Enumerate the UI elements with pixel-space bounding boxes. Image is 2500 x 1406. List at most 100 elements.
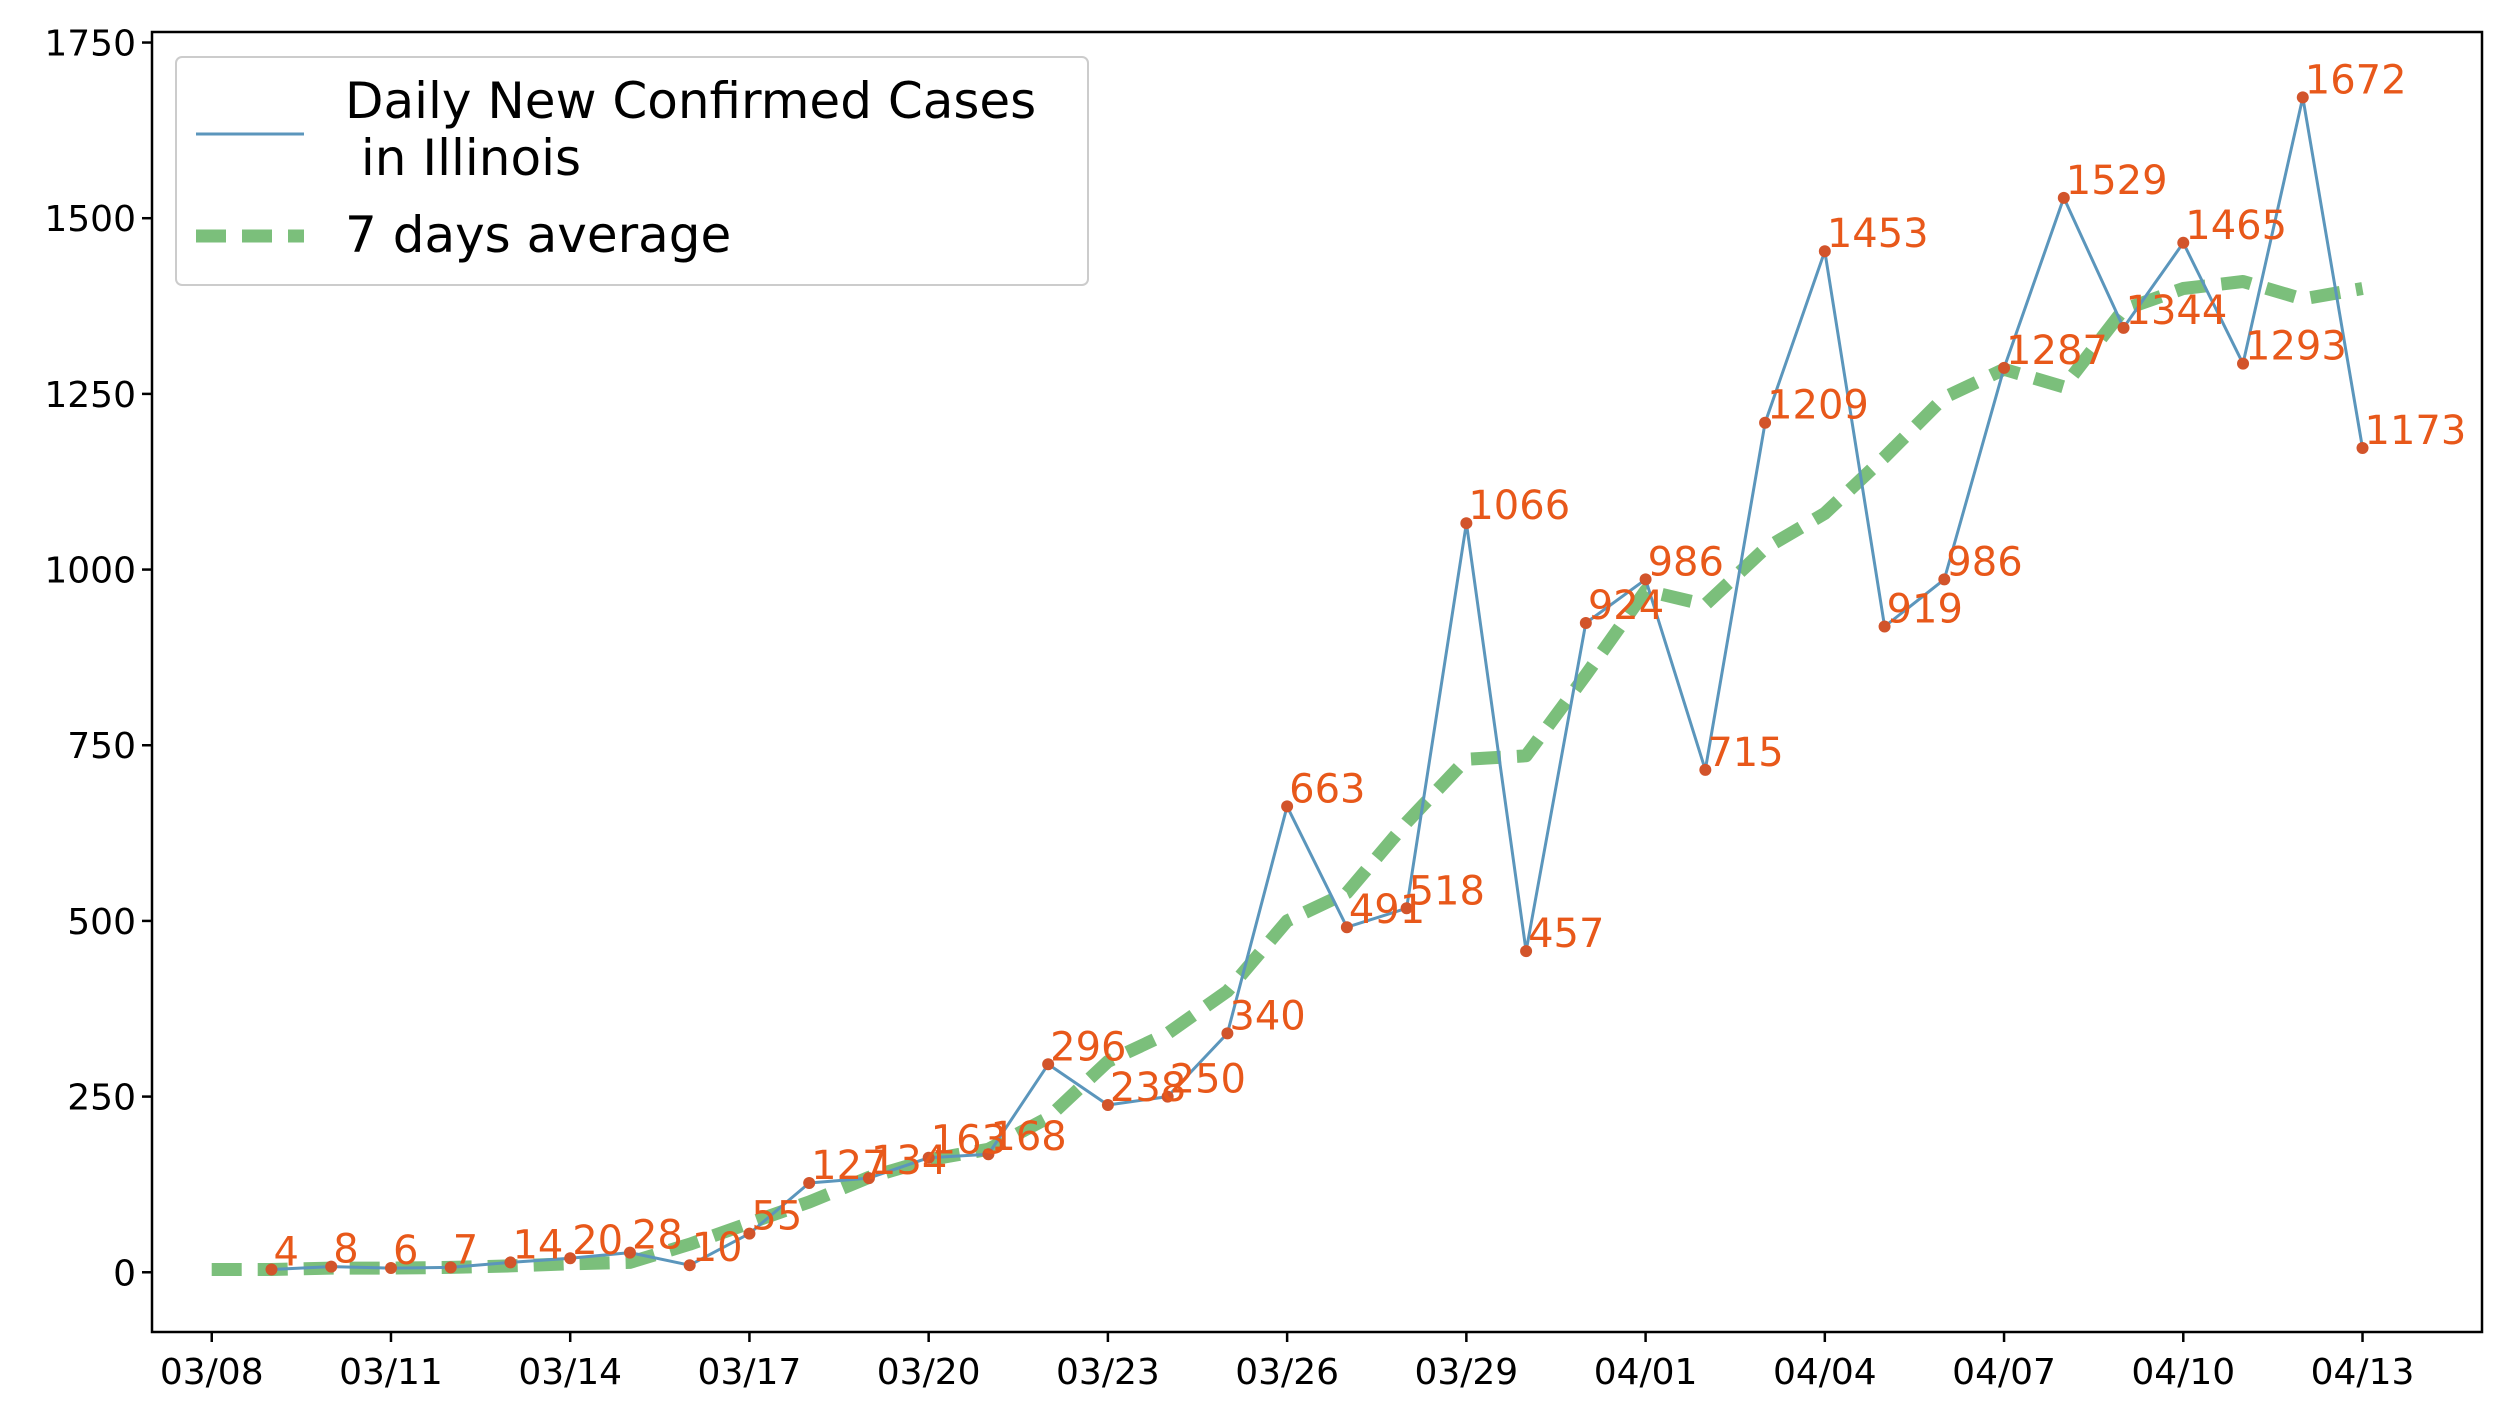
data-point (743, 1227, 756, 1240)
data-label: 986 (1946, 539, 2022, 585)
data-point (683, 1259, 696, 1272)
data-label: 168 (990, 1114, 1066, 1160)
data-point (1101, 1099, 1114, 1112)
data-point (2057, 191, 2070, 204)
data-label: 518 (1409, 868, 1485, 914)
x-tick-label: 03/14 (518, 1352, 622, 1393)
x-tick-label: 04/07 (1952, 1352, 2056, 1393)
data-point (2177, 236, 2190, 249)
data-label: 1465 (2185, 203, 2287, 249)
data-label: 491 (1349, 887, 1425, 933)
legend-daily-label-line2: in Illinois (345, 129, 581, 187)
y-tick-label: 250 (67, 1078, 136, 1119)
data-label: 1529 (2066, 158, 2168, 204)
data-point (1520, 945, 1533, 958)
data-label: 1293 (2245, 324, 2347, 370)
y-axis: 0 250 500 750 1000 1250 1500 1750 (44, 24, 152, 1294)
data-point (1460, 517, 1473, 530)
data-label: 1287 (2006, 328, 2108, 374)
data-point (384, 1262, 397, 1275)
data-label: 1672 (2305, 57, 2407, 103)
x-tick-label: 03/17 (698, 1352, 802, 1393)
data-point (1998, 361, 2011, 374)
data-label: 1453 (1827, 211, 1929, 257)
data-point (803, 1177, 816, 1190)
data-label: 986 (1648, 539, 1724, 585)
data-point (1281, 800, 1294, 813)
data-label: 340 (1229, 993, 1305, 1039)
data-point (1759, 416, 1772, 429)
legend-box (175, 56, 1089, 286)
data-point (444, 1261, 457, 1274)
daily-markers (265, 91, 2369, 1276)
data-point (504, 1256, 517, 1269)
data-point (1579, 616, 1592, 629)
data-label: 663 (1289, 766, 1365, 812)
data-label: 238 (1110, 1065, 1186, 1111)
data-point (1699, 763, 1712, 776)
data-label: 20 (572, 1218, 623, 1264)
data-point (1340, 921, 1353, 934)
data-label: 924 (1588, 583, 1664, 629)
data-label: 4 (273, 1229, 298, 1275)
data-point (325, 1260, 338, 1273)
y-tick-label: 1750 (44, 24, 136, 65)
data-point (2237, 357, 2250, 370)
data-point (1400, 902, 1413, 915)
data-point (1221, 1027, 1234, 1040)
x-tick-label: 03/23 (1056, 1352, 1160, 1393)
data-label: 1173 (2365, 408, 2467, 454)
data-point (1818, 245, 1831, 258)
daily-series (271, 95, 2364, 1271)
data-point (1639, 573, 1652, 586)
data-point (982, 1148, 995, 1161)
y-tick-label: 1250 (44, 375, 136, 416)
data-label: 919 (1887, 586, 1963, 632)
y-tick-label: 1000 (44, 551, 136, 592)
x-tick-label: 03/20 (877, 1352, 981, 1393)
data-point (922, 1151, 935, 1164)
data-point (2296, 91, 2309, 104)
data-point (2356, 442, 2369, 454)
data-label: 127 (811, 1143, 887, 1189)
y-tick-label: 1500 (44, 199, 136, 240)
data-point (1042, 1058, 1055, 1071)
x-tick-label: 03/08 (160, 1352, 264, 1393)
data-point (564, 1252, 577, 1265)
data-label: 1209 (1767, 383, 1869, 429)
data-label: 55 (751, 1194, 802, 1240)
data-label: 6 (393, 1228, 418, 1274)
data-label: 1344 (2126, 288, 2228, 334)
x-tick-label: 04/04 (1773, 1352, 1877, 1393)
x-tick-label: 04/10 (2131, 1352, 2235, 1393)
x-axis: 03/08 03/11 03/14 03/17 03/20 03/23 03/26 03/29… (160, 1332, 2415, 1393)
x-tick-label: 03/26 (1235, 1352, 1339, 1393)
x-tick-label: 03/11 (339, 1352, 443, 1393)
data-point (1161, 1090, 1174, 1103)
x-tick-label: 04/13 (2311, 1352, 2415, 1393)
daily-line (271, 95, 2364, 1271)
y-tick-label: 500 (67, 902, 136, 943)
data-label: 457 (1528, 911, 1604, 957)
legend-average-label: 7 days average (345, 206, 731, 264)
y-tick-label: 0 (113, 1253, 136, 1294)
data-point (1878, 620, 1891, 633)
data-label: 163 (931, 1118, 1007, 1164)
data-point (623, 1246, 636, 1259)
data-label: 250 (1170, 1057, 1246, 1103)
data-label: 8 (333, 1227, 358, 1273)
data-label: 296 (1050, 1024, 1126, 1070)
x-tick-label: 04/01 (1594, 1352, 1698, 1393)
data-point (1938, 573, 1951, 586)
data-label: 134 (871, 1138, 947, 1184)
data-label: 28 (632, 1213, 683, 1259)
x-tick-label: 03/29 (1414, 1352, 1518, 1393)
plot-frame (150, 30, 2484, 1334)
data-point (2117, 321, 2130, 334)
y-tick-label: 750 (67, 726, 136, 767)
legend: Daily New Confirmed Cases in Illinois 7 … (175, 56, 1089, 286)
data-label: 10 (692, 1225, 743, 1271)
data-point (265, 1263, 278, 1276)
